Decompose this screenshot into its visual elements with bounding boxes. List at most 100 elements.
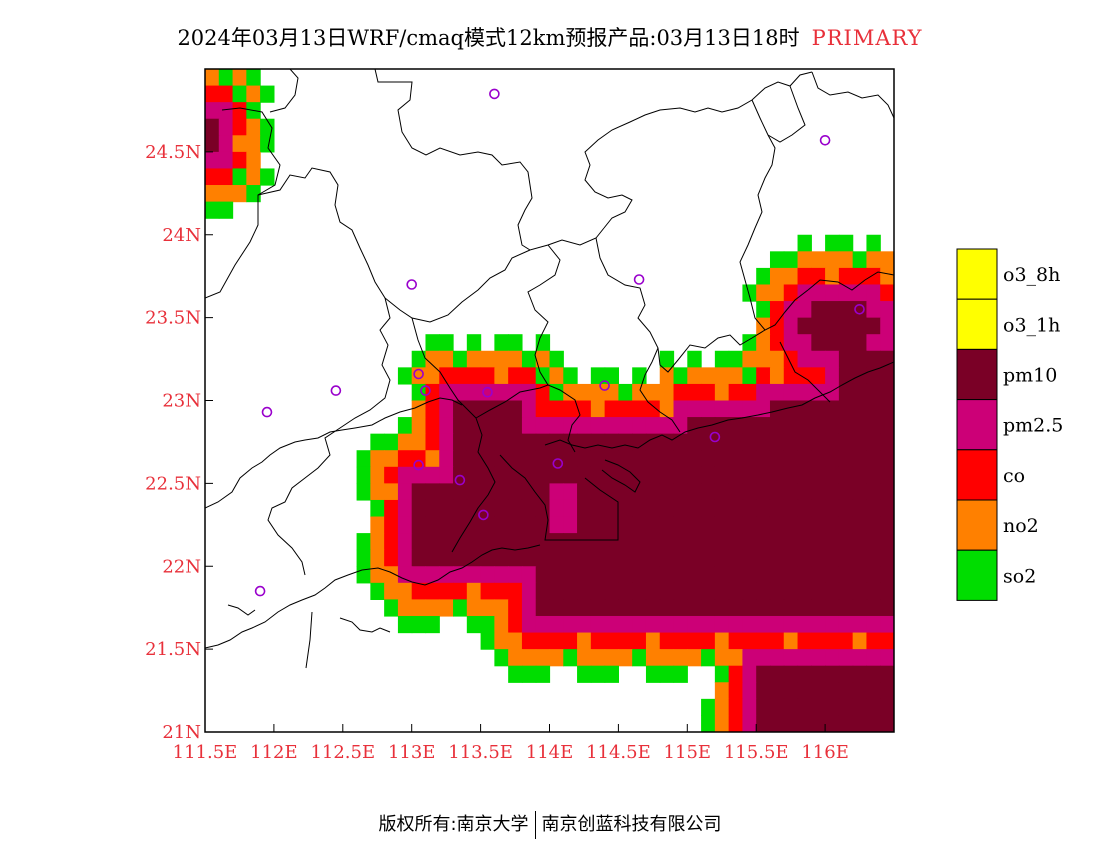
grid-cell (687, 566, 702, 584)
grid-cell (756, 466, 771, 484)
grid-cell (825, 400, 840, 418)
boundary-line (205, 107, 281, 299)
grid-cell (687, 466, 702, 484)
grid-cell (508, 499, 523, 518)
grid-cell (701, 615, 716, 634)
grid-cell (783, 599, 799, 617)
grid-cell (756, 499, 771, 518)
grid-cell (618, 450, 633, 468)
grid-cell (728, 499, 744, 518)
grid-cell (218, 185, 234, 203)
grid-cell (577, 566, 592, 584)
grid-cell (742, 367, 757, 385)
grid-cell (673, 516, 688, 534)
grid-cell (673, 533, 688, 551)
grid-cell (563, 483, 578, 501)
grid-cell (645, 499, 661, 518)
grid-cell (701, 499, 716, 518)
grid-cell (769, 383, 785, 402)
grid-cell (756, 284, 771, 302)
grid-cell (769, 582, 785, 600)
grid-cell (838, 483, 854, 501)
grid-cell (232, 185, 247, 203)
grid-cell (769, 715, 785, 732)
grid-cell (852, 499, 868, 518)
grid-cell (811, 301, 826, 319)
grid-cell (521, 450, 537, 468)
grid-cell (866, 698, 881, 717)
grid-cell (590, 400, 606, 418)
grid-cell (756, 417, 771, 435)
grid-cell (549, 516, 564, 534)
grid-cell (866, 251, 881, 269)
grid-cell (645, 466, 661, 484)
grid-cell (508, 665, 523, 683)
grid-cell (811, 665, 826, 683)
grid-cell (714, 599, 730, 617)
grid-cell (756, 483, 771, 501)
grid-cell (838, 417, 854, 435)
grid-cell (811, 383, 826, 402)
grid-cell (411, 499, 427, 518)
station-marker (254, 585, 266, 597)
grid-cell (521, 665, 537, 683)
grid-cell (604, 665, 619, 683)
grid-cell (370, 533, 385, 551)
grid-cell (549, 466, 564, 484)
grid-cell (880, 483, 894, 501)
grid-cell (604, 367, 619, 385)
grid-cell (439, 400, 454, 418)
grid-cell (701, 533, 716, 551)
grid-cell (673, 417, 688, 435)
grid-cell (866, 533, 881, 551)
grid-cell (783, 450, 799, 468)
grid-cell (838, 466, 854, 484)
grid-cell (549, 350, 564, 368)
grid-cell (535, 632, 551, 650)
grid-cell (480, 417, 495, 435)
grid-cell (411, 417, 427, 435)
grid-cell (769, 665, 785, 683)
grid-cell (866, 234, 881, 252)
grid-cell (866, 566, 881, 584)
grid-cell (701, 549, 716, 567)
grid-cell (563, 499, 578, 518)
grid-cell (728, 450, 744, 468)
grid-cell (838, 582, 854, 600)
grid-cell (205, 85, 220, 103)
grid-cell (535, 582, 551, 600)
grid-cell (687, 599, 702, 617)
grid-cell (769, 251, 785, 269)
grid-cell (728, 383, 744, 402)
grid-cell (880, 383, 894, 402)
grid-cell (783, 665, 799, 683)
y-tick-label: 23.5N (145, 308, 201, 329)
grid-cell (397, 533, 413, 551)
grid-cell (466, 566, 482, 584)
grid-cell (632, 582, 647, 600)
grid-cell (673, 649, 688, 667)
copyright-footer: 版权所有:南京大学 南京创蓝科技有限公司 (0, 810, 1100, 839)
grid-cell (590, 499, 606, 518)
grid-cell (535, 665, 551, 683)
grid-cell (494, 433, 509, 451)
boundary-line (767, 85, 806, 143)
grid-cell (356, 466, 371, 484)
grid-cell (384, 483, 399, 501)
grid-cell (797, 533, 812, 551)
grid-cell (590, 649, 606, 667)
grid-cell (535, 466, 551, 484)
grid-cell (742, 566, 757, 584)
grid-cell (246, 151, 261, 170)
grid-cell (425, 533, 440, 551)
grid-cell (797, 698, 812, 717)
grid-cell (397, 615, 413, 634)
grid-cell (535, 533, 551, 551)
grid-cell (439, 367, 454, 385)
grid-cell (838, 433, 854, 451)
grid-cell (825, 417, 840, 435)
grid-cell (728, 615, 744, 634)
grid-cell (797, 516, 812, 534)
grid-cell (756, 582, 771, 600)
grid-cell (728, 483, 744, 501)
